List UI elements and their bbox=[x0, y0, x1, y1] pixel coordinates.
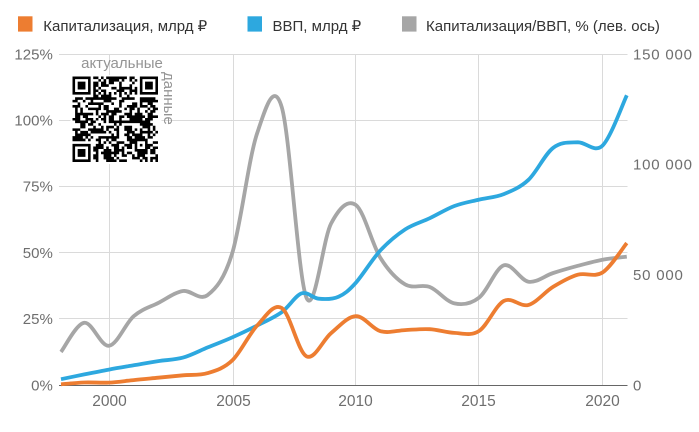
svg-text:2015: 2015 bbox=[461, 393, 495, 410]
svg-text:0%: 0% bbox=[31, 377, 53, 394]
svg-text:100 000: 100 000 bbox=[633, 157, 693, 174]
svg-text:50 000: 50 000 bbox=[633, 267, 684, 284]
svg-text:ВВП, млрд ₽: ВВП, млрд ₽ bbox=[273, 18, 362, 35]
svg-text:Капитализация/ВВП, % (лев. ось: Капитализация/ВВП, % (лев. ось) bbox=[426, 18, 660, 35]
svg-text:Капитализация, млрд ₽: Капитализация, млрд ₽ bbox=[43, 18, 207, 35]
svg-text:50%: 50% bbox=[23, 245, 53, 262]
svg-text:2000: 2000 bbox=[92, 393, 127, 410]
svg-text:2005: 2005 bbox=[216, 393, 250, 410]
svg-text:150 000: 150 000 bbox=[633, 46, 693, 63]
svg-text:актуальные: актуальные bbox=[81, 55, 163, 72]
svg-text:75%: 75% bbox=[23, 179, 53, 196]
svg-text:2010: 2010 bbox=[338, 393, 373, 410]
svg-text:2020: 2020 bbox=[585, 393, 620, 410]
svg-text:100%: 100% bbox=[14, 113, 52, 130]
svg-text:125%: 125% bbox=[14, 46, 52, 63]
svg-text:0: 0 bbox=[633, 377, 642, 394]
svg-text:данные: данные bbox=[160, 72, 177, 125]
svg-text:25%: 25% bbox=[23, 311, 53, 328]
